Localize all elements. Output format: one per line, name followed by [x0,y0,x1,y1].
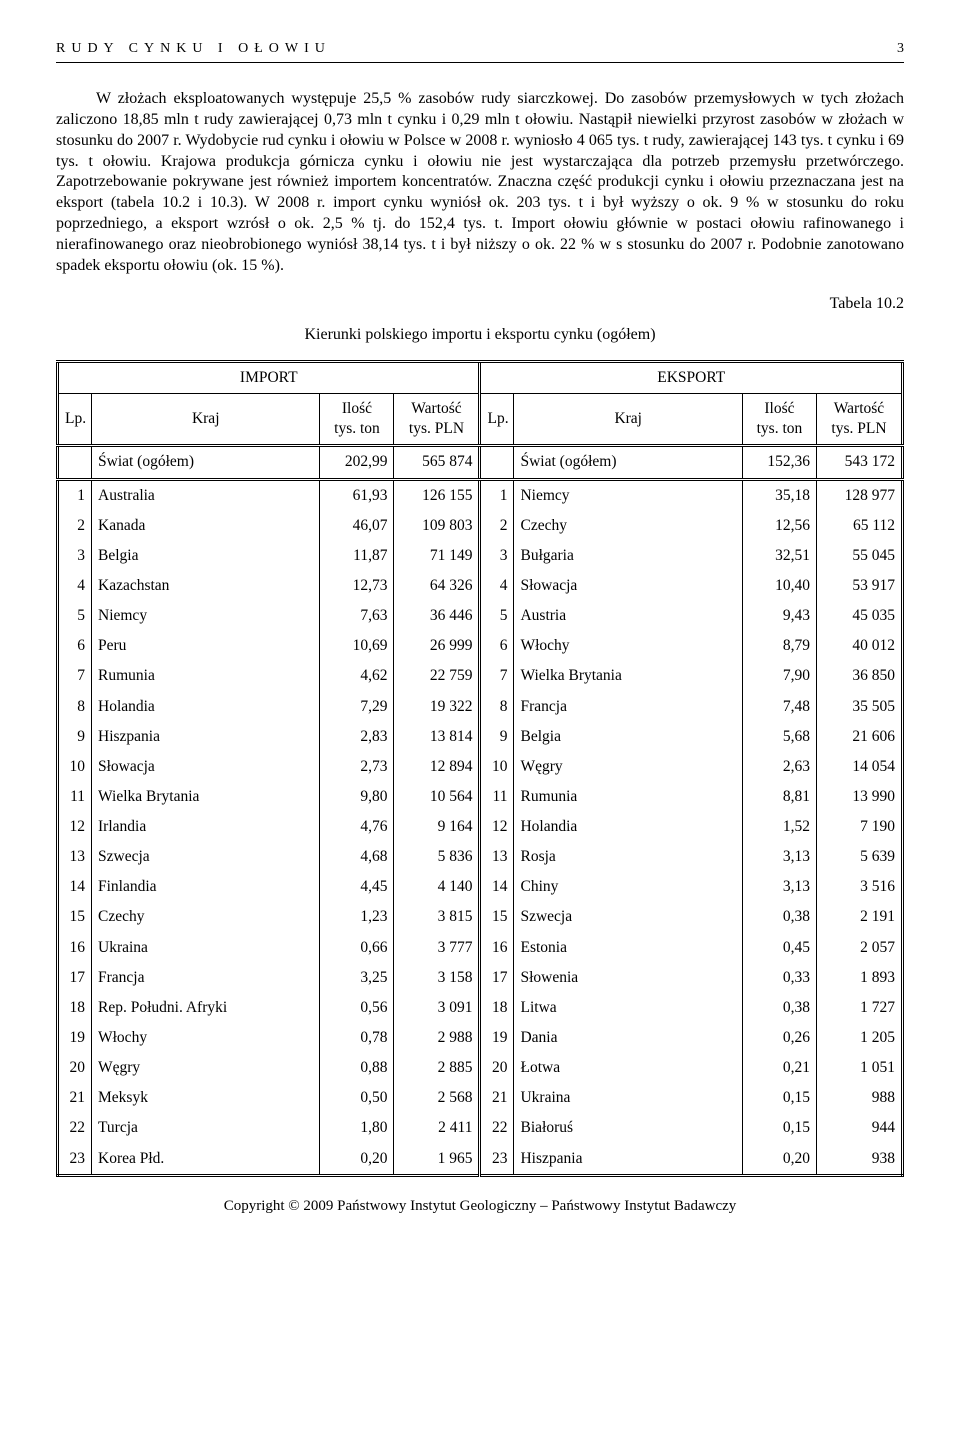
table-row: 11Wielka Brytania9,8010 56411Rumunia8,81… [58,782,903,812]
page-number: 3 [897,40,904,58]
export-total-label: Świat (ogółem) [514,446,742,479]
column-header-row: Lp. Kraj Ilość tys. ton Wartość tys. PLN… [58,394,903,446]
import-group-header: IMPORT [58,361,480,393]
table-row: 16Ukraina0,663 77716Estonia0,452 057 [58,933,903,963]
table-row: 13Szwecja4,685 83613Rosja3,135 639 [58,842,903,872]
body-text: W złożach eksploatowanych występuje 25,5… [56,90,904,273]
table-row: 3Belgia11,8771 1493Bułgaria32,5155 045 [58,541,903,571]
header-title: RUDY CYNKU I OŁOWIU [56,40,331,58]
table-row: 17Francja3,253 15817Słowenia0,331 893 [58,963,903,993]
import-total-label: Świat (ogółem) [92,446,320,479]
table-row: 5Niemcy7,6336 4465Austria9,4345 035 [58,601,903,631]
table-row: 7Rumunia4,6222 7597Wielka Brytania7,9036… [58,661,903,691]
col-ilosc-export: Ilość tys. ton [742,394,816,446]
export-total-wartosc: 543 172 [816,446,902,479]
table-row: 10Słowacja2,7312 89410Węgry2,6314 054 [58,752,903,782]
table-label: Tabela 10.2 [56,294,904,315]
table-row: 18Rep. Południ. Afryki0,563 09118Litwa0,… [58,993,903,1023]
table-row: 2Kanada46,07109 8032Czechy12,5665 112 [58,511,903,541]
body-paragraph: W złożach eksploatowanych występuje 25,5… [56,89,904,276]
export-total-ilosc: 152,36 [742,446,816,479]
col-kraj-import: Kraj [92,394,320,446]
table-row: 23Korea Płd.0,201 96523Hiszpania0,20938 [58,1144,903,1176]
table-row: 22Turcja1,802 41122Białoruś0,15944 [58,1113,903,1143]
table-row: 8Holandia7,2919 3228Francja7,4835 505 [58,692,903,722]
table-row: 1Australia61,93126 1551Niemcy35,18128 97… [58,479,903,511]
export-group-header: EKSPORT [480,361,903,393]
page-header: RUDY CYNKU I OŁOWIU 3 [56,40,904,63]
table-row: 15Czechy1,233 81515Szwecja0,382 191 [58,902,903,932]
col-wartosc-import: Wartość tys. PLN [394,394,480,446]
table-row: 9Hiszpania2,8313 8149Belgia5,6821 606 [58,722,903,752]
table-row: 21Meksyk0,502 56821Ukraina0,15988 [58,1083,903,1113]
col-lp-export: Lp. [480,394,514,446]
totals-row: Świat (ogółem) 202,99 565 874 Świat (ogó… [58,446,903,479]
table-row: 4Kazachstan12,7364 3264Słowacja10,4053 9… [58,571,903,601]
table-row: 14Finlandia4,454 14014Chiny3,133 516 [58,872,903,902]
table-row: 20Węgry0,882 88520Łotwa0,211 051 [58,1053,903,1083]
col-kraj-export: Kraj [514,394,742,446]
group-header-row: IMPORT EKSPORT [58,361,903,393]
import-total-ilosc: 202,99 [320,446,394,479]
footer-copyright: Copyright © 2009 Państwowy Instytut Geol… [56,1197,904,1217]
table-row: 19Włochy0,782 98819Dania0,261 205 [58,1023,903,1053]
import-total-wartosc: 565 874 [394,446,480,479]
table-title: Kierunki polskiego importu i eksportu cy… [56,325,904,346]
table-row: 12Irlandia4,769 16412Holandia1,527 190 [58,812,903,842]
col-lp-import: Lp. [58,394,92,446]
table-body: Świat (ogółem) 202,99 565 874 Świat (ogó… [58,446,903,1175]
import-export-table: IMPORT EKSPORT Lp. Kraj Ilość tys. ton W… [56,360,904,1177]
col-ilosc-import: Ilość tys. ton [320,394,394,446]
col-wartosc-export: Wartość tys. PLN [816,394,902,446]
table-row: 6Peru10,6926 9996Włochy8,7940 012 [58,631,903,661]
